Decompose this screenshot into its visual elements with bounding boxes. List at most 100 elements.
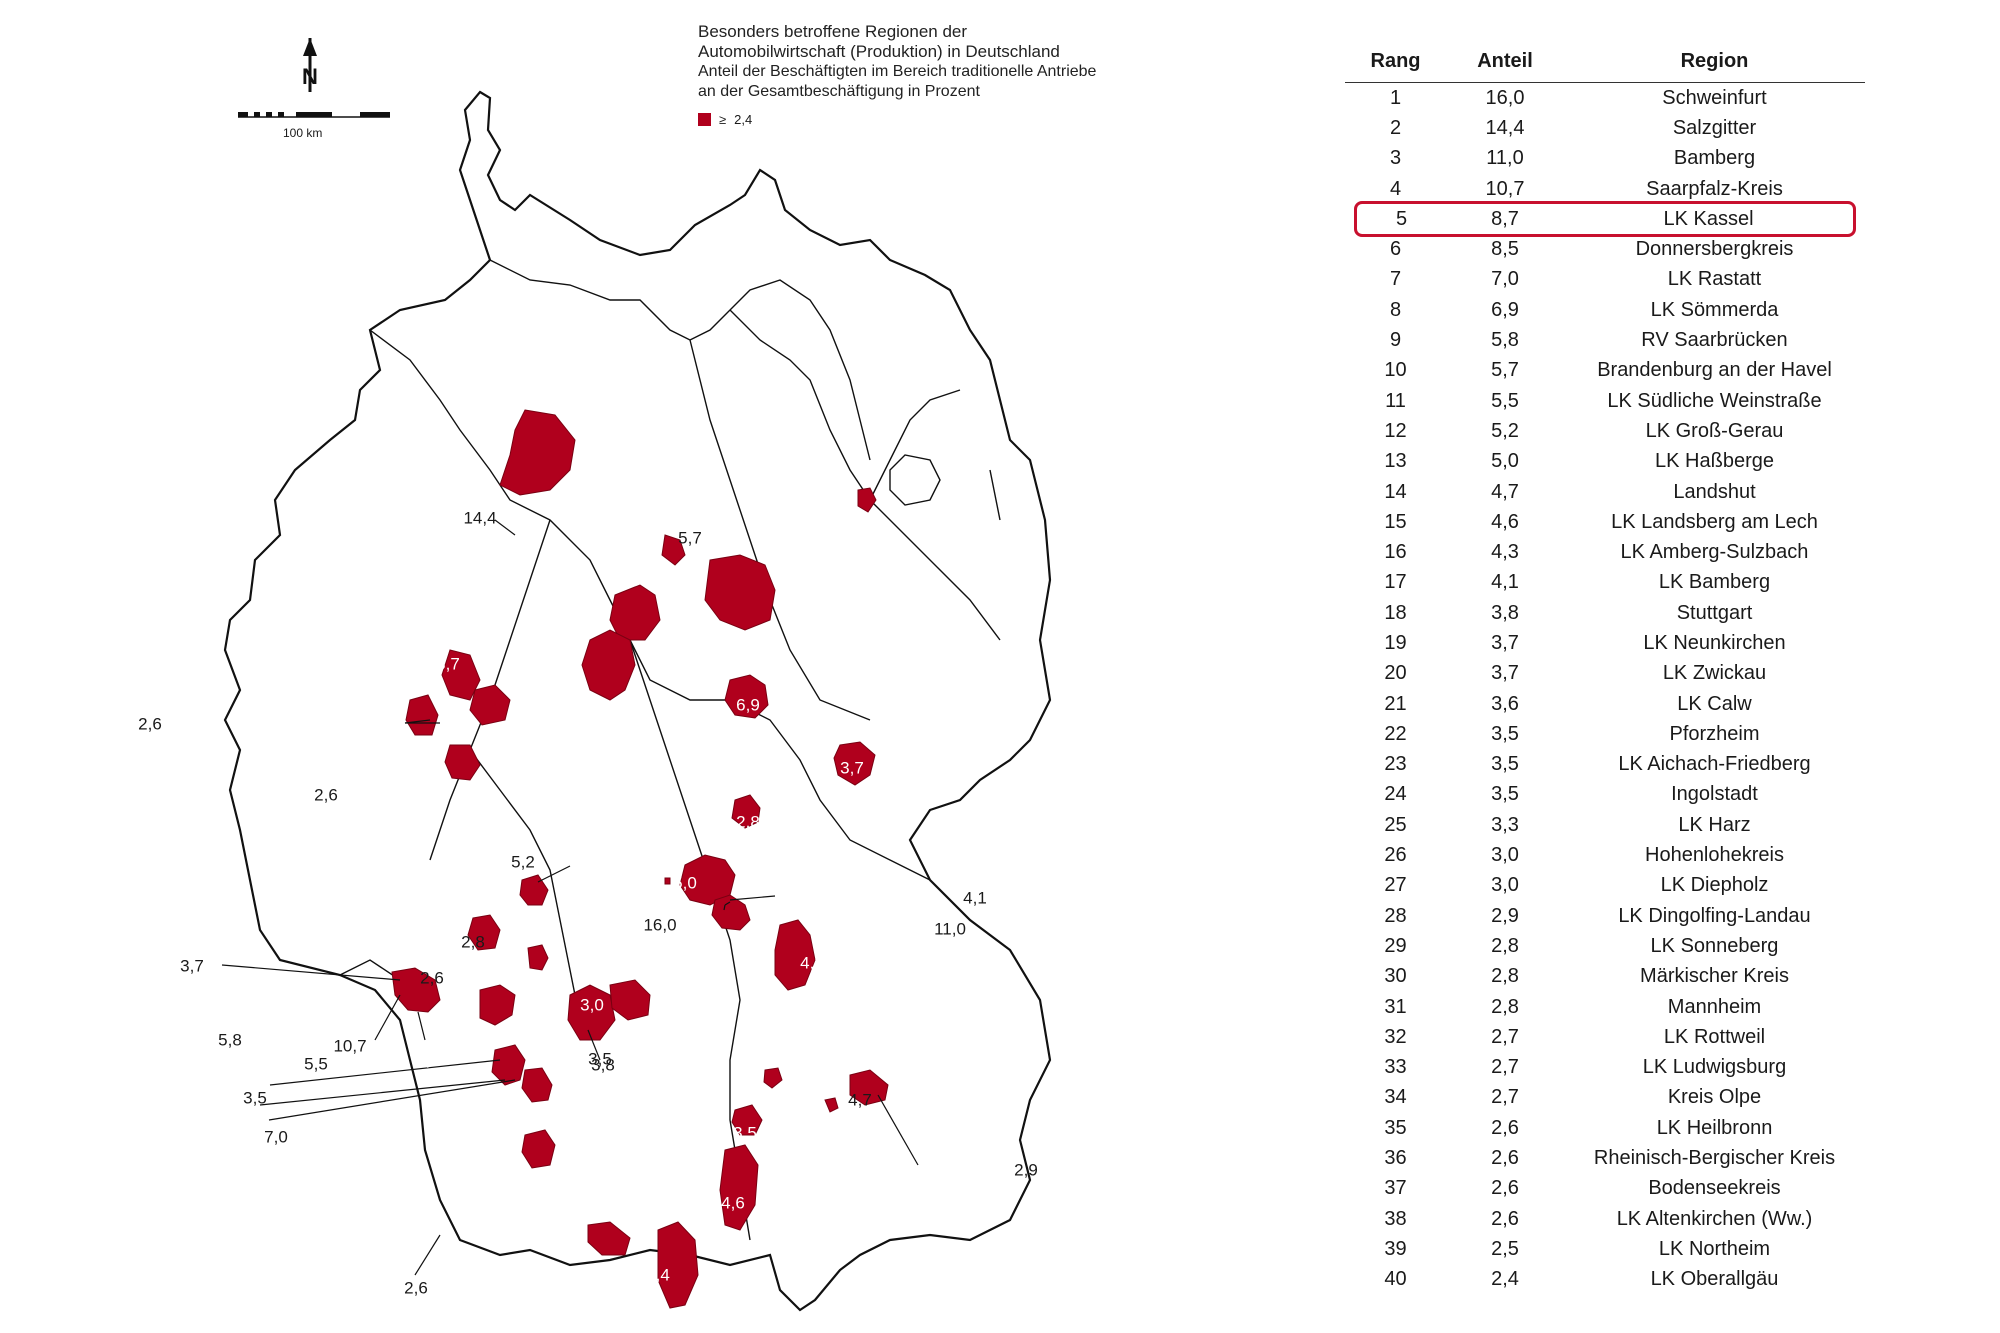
cell-region: Saarpfalz-Kreis	[1646, 177, 1783, 200]
cell-region: Salzgitter	[1672, 116, 1757, 139]
germany-map-panel: N	[138, 0, 1180, 1333]
cell-anteil: 3,3	[1491, 813, 1519, 836]
table-row: 4 10,7 Saarpfalz-Kreis	[1345, 174, 1865, 204]
cell-anteil: 4,7	[1491, 480, 1519, 503]
map-value-label: 10,7	[333, 1036, 367, 1056]
map-value-label: 2,5	[468, 608, 492, 628]
region-suedl-weinstrasse	[479, 984, 516, 1026]
cell-anteil: 14,4	[1485, 116, 1525, 139]
map-value-label: 16,0	[643, 915, 677, 935]
scale-label: 100 km	[283, 126, 323, 140]
cell-rang: 21	[1384, 692, 1407, 715]
table-row: 29 2,8 LK Sonneberg	[1345, 931, 1865, 961]
cell-region: Donnersbergkreis	[1635, 238, 1794, 261]
cell-anteil: 3,7	[1491, 631, 1519, 654]
map-subtitle-line-2: an der Gesamtbeschäftigung in Prozent	[698, 83, 980, 100]
cell-anteil: 2,6	[1491, 1147, 1519, 1170]
map-value-label: 8,7	[436, 654, 460, 674]
region-landshut	[824, 1097, 839, 1113]
table-row: 7 7,0 LK Rastatt	[1345, 265, 1865, 295]
table-row: 28 2,9 LK Dingolfing-Landau	[1345, 901, 1865, 931]
region-heilbronn	[567, 984, 616, 1041]
cell-rang: 15	[1384, 510, 1407, 533]
map-value-label: 2,7	[460, 1158, 484, 1178]
region-brandenburg-havel	[857, 487, 877, 513]
map-title-line-2: Automobilwirtschaft (Produktion) in Deut…	[698, 42, 1060, 61]
table-row: 11 5,5 LK Südliche Weinstraße	[1345, 386, 1865, 416]
cell-anteil: 11,0	[1486, 147, 1524, 170]
table-row: 39 2,5 LK Northeim	[1345, 1234, 1865, 1264]
cell-region: RV Saarbrücken	[1641, 329, 1788, 352]
region-calw	[521, 1067, 553, 1103]
map-value-label: 14,4	[463, 508, 497, 528]
cell-anteil: 2,7	[1491, 1086, 1519, 1109]
region-mannheim	[527, 944, 549, 971]
cell-region: Ingolstadt	[1671, 783, 1758, 806]
table-row: 26 3,0 Hohenlohekreis	[1345, 840, 1865, 870]
map-value-label: 7,0	[264, 1127, 288, 1147]
map-value-label: 2,8	[303, 685, 327, 705]
cell-region: Märkischer Kreis	[1640, 965, 1789, 988]
map-value-label: 2,8	[736, 812, 760, 832]
table-row: 17 4,1 LK Bamberg	[1345, 568, 1865, 598]
region-sonneberg	[731, 794, 761, 829]
map-value-label: 6,9	[736, 695, 760, 715]
map-value-label: 8,5	[414, 935, 438, 955]
leader-lines	[221, 519, 919, 1276]
cell-region: LK Dingolfing-Landau	[1618, 904, 1811, 927]
region-bamberg	[711, 894, 751, 931]
table-row: 14 4,7 Landshut	[1345, 477, 1865, 507]
cell-rang: 29	[1384, 934, 1407, 957]
region-landsberg	[719, 1144, 759, 1231]
cell-region: Schweinfurt	[1662, 86, 1767, 109]
cell-anteil: 3,7	[1491, 662, 1519, 685]
cell-region: LK Diepholz	[1660, 874, 1769, 897]
map-legend: ≥ 2,4	[698, 112, 752, 127]
region-schweinfurt	[664, 877, 671, 885]
map-value-label: 3,6	[460, 1090, 484, 1110]
region-soemmerda	[724, 674, 769, 719]
cell-region: Kreis Olpe	[1667, 1086, 1762, 1109]
map-value-label: 3,0	[580, 995, 604, 1015]
table-row-highlighted: 5 8,7 LK Kassel	[1354, 201, 1856, 238]
cell-anteil: 4,6	[1491, 510, 1519, 533]
cell-region: LK Aichach-Friedberg	[1618, 753, 1811, 776]
cell-rang: 36	[1384, 1147, 1407, 1170]
table-header-row: Rang Anteil Region	[1345, 40, 1865, 83]
map-value-label: 2,9	[1014, 1160, 1038, 1180]
cell-anteil: 5,5	[1491, 389, 1519, 412]
cell-anteil: 2,8	[1491, 995, 1519, 1018]
cell-rang: 13	[1384, 450, 1407, 473]
cell-rang: 8	[1389, 298, 1402, 321]
cell-rang: 27	[1384, 874, 1407, 897]
cell-region: LK Ludwigsburg	[1642, 1056, 1787, 1079]
table-row: 33 2,7 LK Ludwigsburg	[1345, 1053, 1865, 1083]
map-value-label: 2,7	[344, 695, 368, 715]
cell-rang: 32	[1384, 1025, 1407, 1048]
cell-rang: 3	[1389, 147, 1402, 170]
cell-region: LK Südliche Weinstraße	[1607, 389, 1822, 412]
cell-anteil: 2,6	[1491, 1177, 1519, 1200]
map-value-label: 4,1	[963, 888, 987, 908]
table-row: 2 14,4 Salzgitter	[1345, 113, 1865, 143]
map-value-label: 5,2	[511, 852, 535, 872]
cell-anteil: 2,8	[1491, 934, 1519, 957]
cell-anteil: 7,0	[1491, 268, 1519, 291]
cell-rang: 6	[1389, 238, 1402, 261]
cell-rang: 33	[1384, 1056, 1407, 1079]
cell-rang: 34	[1384, 1086, 1407, 1109]
table-row: 37 2,6 Bodenseekreis	[1345, 1174, 1865, 1204]
cell-anteil: 3,6	[1491, 692, 1519, 715]
header-rang: Rang	[1370, 49, 1421, 72]
map-value-label: 3,0	[386, 448, 410, 468]
cell-anteil: 6,9	[1491, 298, 1519, 321]
cell-rang: 35	[1384, 1116, 1407, 1139]
header-region: Region	[1680, 49, 1749, 72]
cell-anteil: 10,7	[1485, 177, 1525, 200]
cell-anteil: 2,4	[1491, 1268, 1519, 1291]
map-value-label: 4,6	[721, 1193, 745, 1213]
cell-region: Mannheim	[1667, 995, 1762, 1018]
map-value-label: 3,3	[554, 596, 578, 616]
region-rhein-berg	[405, 694, 439, 736]
table-row: 12 5,2 LK Groß-Gerau	[1345, 416, 1865, 446]
